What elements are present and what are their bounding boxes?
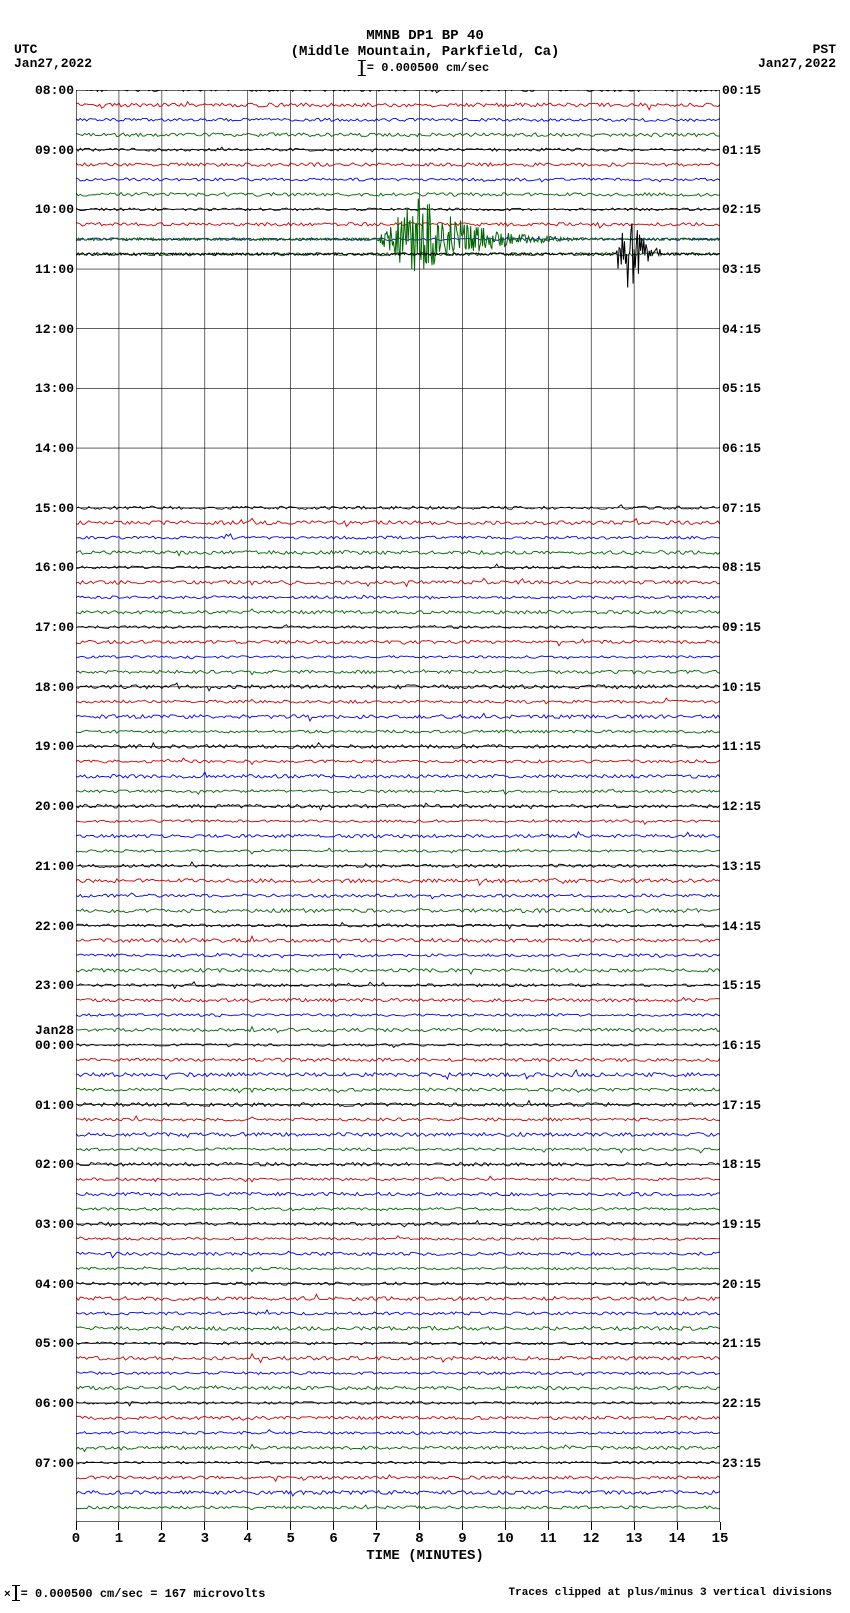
utc-label: 02:00 — [35, 1157, 74, 1172]
utc-label: 06:00 — [35, 1396, 74, 1411]
utc-label: 20:00 — [35, 799, 74, 814]
seismogram-container: MMNB DP1 BP 40 (Middle Mountain, Parkfie… — [0, 0, 850, 1613]
pst-label: 00:15 — [722, 83, 761, 98]
utc-label: 23:00 — [35, 978, 74, 993]
footer-left: = 0.000500 cm/sec = 167 microvolts — [21, 1587, 266, 1601]
x-tick-label: 15 — [705, 1531, 735, 1547]
pst-label: 18:15 — [722, 1157, 761, 1172]
x-tick-label: 3 — [190, 1531, 220, 1547]
pst-label: 11:15 — [722, 739, 761, 754]
utc-label: 12:00 — [35, 322, 74, 337]
title-line2: (Middle Mountain, Parkfield, Ca) — [0, 44, 850, 60]
utc-label: 16:00 — [35, 560, 74, 575]
x-tick-label: 10 — [490, 1531, 520, 1547]
pst-label: 02:15 — [722, 202, 761, 217]
pst-label: 08:15 — [722, 560, 761, 575]
utc-label: 07:00 — [35, 1456, 74, 1471]
x-tick-label: 12 — [576, 1531, 606, 1547]
date-right: Jan27,2022 — [758, 56, 836, 71]
pst-label: 03:15 — [722, 262, 761, 277]
utc-label: 03:00 — [35, 1217, 74, 1232]
pst-label: 04:15 — [722, 322, 761, 337]
pst-label: 01:15 — [722, 143, 761, 158]
x-tick-label: 6 — [319, 1531, 349, 1547]
pst-label: 23:15 — [722, 1456, 761, 1471]
x-tick-label: 1 — [104, 1531, 134, 1547]
pst-label: 05:15 — [722, 381, 761, 396]
x-tick-label: 13 — [619, 1531, 649, 1547]
pst-label: 22:15 — [722, 1396, 761, 1411]
pst-label: 19:15 — [722, 1217, 761, 1232]
date-left: Jan27,2022 — [14, 56, 92, 71]
pst-label: 09:15 — [722, 620, 761, 635]
tz-left: UTC — [14, 42, 37, 57]
pst-label: 07:15 — [722, 501, 761, 516]
utc-label: 18:00 — [35, 680, 74, 695]
utc-label: 09:00 — [35, 143, 74, 158]
x-tick-label: 2 — [147, 1531, 177, 1547]
scale-marker-bottom: × = 0.000500 cm/sec = 167 microvolts — [4, 1585, 265, 1601]
utc-label: 22:00 — [35, 919, 74, 934]
x-axis-title: TIME (MINUTES) — [0, 1548, 850, 1564]
x-tick-label: 0 — [61, 1531, 91, 1547]
pst-label: 10:15 — [722, 680, 761, 695]
pst-label: 17:15 — [722, 1098, 761, 1113]
x-tick-label: 8 — [404, 1531, 434, 1547]
date-mid: Jan28 — [35, 1023, 74, 1038]
pst-label: 21:15 — [722, 1336, 761, 1351]
x-tick-label: 14 — [662, 1531, 692, 1547]
utc-label: 05:00 — [35, 1336, 74, 1351]
pst-label: 13:15 — [722, 859, 761, 874]
utc-label: 21:00 — [35, 859, 74, 874]
tz-right: PST — [813, 42, 836, 57]
scale-text: = 0.000500 cm/sec — [367, 61, 489, 75]
title-line1: MMNB DP1 BP 40 — [0, 28, 850, 44]
utc-label: 15:00 — [35, 501, 74, 516]
pst-label: 06:15 — [722, 441, 761, 456]
x-tick-label: 5 — [276, 1531, 306, 1547]
x-tick-label: 4 — [233, 1531, 263, 1547]
scale-marker-top: = 0.000500 cm/sec — [361, 60, 489, 76]
pst-label: 20:15 — [722, 1277, 761, 1292]
pst-label: 15:15 — [722, 978, 761, 993]
utc-label: 10:00 — [35, 202, 74, 217]
pst-label: 14:15 — [722, 919, 761, 934]
utc-label: 17:00 — [35, 620, 74, 635]
utc-label: 00:00 — [35, 1038, 74, 1053]
utc-label: 13:00 — [35, 381, 74, 396]
utc-label: 01:00 — [35, 1098, 74, 1113]
seismogram-plot — [76, 90, 720, 1522]
utc-label: 11:00 — [35, 262, 74, 277]
x-tick-label: 9 — [447, 1531, 477, 1547]
utc-label: 04:00 — [35, 1277, 74, 1292]
footer-right: Traces clipped at plus/minus 3 vertical … — [509, 1587, 832, 1599]
pst-label: 12:15 — [722, 799, 761, 814]
x-tick-label: 11 — [533, 1531, 563, 1547]
utc-label: 08:00 — [35, 83, 74, 98]
pst-label: 16:15 — [722, 1038, 761, 1053]
utc-label: 19:00 — [35, 739, 74, 754]
utc-label: 14:00 — [35, 441, 74, 456]
x-tick-label: 7 — [362, 1531, 392, 1547]
